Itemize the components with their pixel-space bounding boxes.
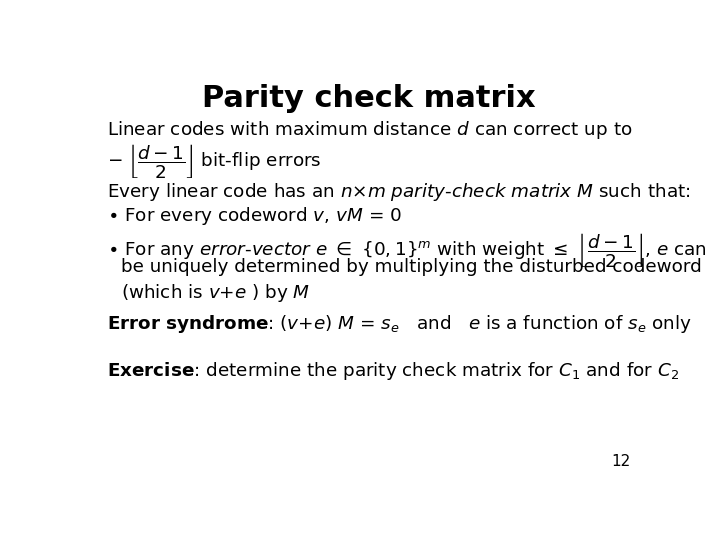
Text: $\mathbf{Exercise}$: determine the parity check matrix for $\mathit{C}_1$ and fo: $\mathbf{Exercise}$: determine the parit…	[107, 360, 679, 382]
Text: Every linear code has an $\mathit{n}$$\times$$\mathit{m}$ $\boldsymbol{\mathit{p: Every linear code has an $\mathit{n}$$\t…	[107, 181, 690, 203]
Text: Linear codes with maximum distance $\mathit{d}$ can correct up to: Linear codes with maximum distance $\mat…	[107, 119, 632, 141]
Text: $\bullet$ For every codeword $\mathit{v}$, $\mathit{vM}$ = 0: $\bullet$ For every codeword $\mathit{v}…	[107, 205, 402, 227]
Text: be uniquely determined by multiplying the disturbed codeword: be uniquely determined by multiplying th…	[121, 258, 701, 276]
Text: $\mathbf{Error\ syndrome}$: $(\mathit{v}$+$\mathit{e})\ \mathit{M}$ = $\mathit{s: $\mathbf{Error\ syndrome}$: $(\mathit{v}…	[107, 313, 691, 335]
Text: Parity check matrix: Parity check matrix	[202, 84, 536, 112]
Text: 12: 12	[611, 454, 630, 469]
Text: $\bullet$ For any $\boldsymbol{\mathit{error\text{-}vector}}$ $\mathit{e}\ \in\ : $\bullet$ For any $\boldsymbol{\mathit{e…	[107, 231, 706, 269]
Text: (which is $\mathit{v}$+$\mathit{e}$ ) by $\mathit{M}$: (which is $\mathit{v}$+$\mathit{e}$ ) by…	[121, 282, 310, 304]
Text: $\mathit{-}\ \left\lfloor\dfrac{d-1}{2}\right\rfloor$ bit-flip errors: $\mathit{-}\ \left\lfloor\dfrac{d-1}{2}\…	[107, 141, 321, 180]
